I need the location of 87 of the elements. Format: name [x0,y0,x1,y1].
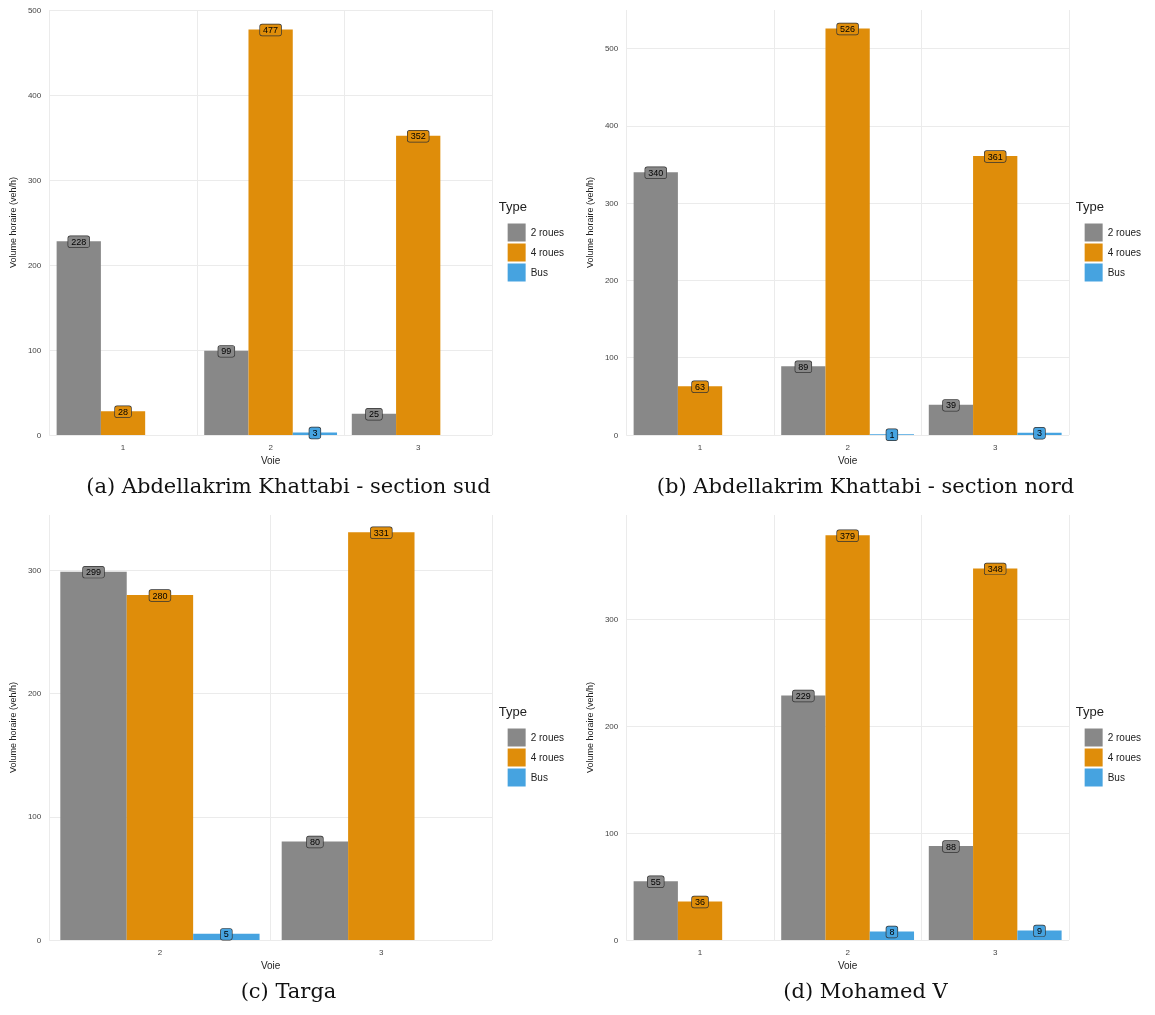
data-label: 280 [152,590,168,601]
data-label: 39 [945,400,956,411]
data-label: 28 [118,406,129,417]
data-label: 229 [795,690,811,701]
y-tick-label: 200 [604,275,619,285]
data-label: 352 [410,131,426,142]
y-tick-label: 300 [604,198,619,208]
data-label: 3 [1036,428,1042,439]
legend-label: 4 roues [530,752,564,763]
legend-label: 4 roues [1107,247,1141,258]
data-label: 379 [840,530,856,541]
legend-label: 4 roues [530,247,564,258]
legend-label: 4 roues [1107,752,1141,763]
legend-label: Bus [530,772,548,783]
legend-title: Type [498,199,527,214]
text: (c) Targa [240,978,337,1003]
legend-label: Bus [1107,267,1125,278]
data-label: 3 [312,427,318,438]
legend-label: Bus [530,267,548,278]
x-tick-label: 3 [379,947,385,957]
legend-label: 2 roues [530,227,564,238]
y-tick-label: 200 [27,689,42,699]
y-tick-label: 100 [27,812,42,822]
x-tick-label: 2 [845,947,851,957]
y-axis-title: Volume horaire (veh/h) [7,176,18,269]
data-label: 63 [695,381,706,392]
y-tick-label: 100 [604,828,619,838]
y-tick-label: 500 [27,5,42,15]
data-label: 36 [695,897,706,908]
data-label: 331 [373,527,389,538]
data-label: 55 [650,876,661,887]
y-tick-label: 200 [604,721,619,731]
y-tick-label: 0 [613,935,619,945]
y-tick-label: 300 [27,175,42,185]
legend-label: 2 roues [1107,732,1141,743]
legend-title: Type [1075,199,1104,214]
data-label: 9 [1036,925,1042,936]
data-label: 1 [889,429,895,440]
data-label: 25 [368,409,379,420]
text: (d) Mohamed V [783,978,949,1003]
data-label: 89 [798,361,809,372]
y-tick-label: 100 [27,345,42,355]
y-tick-label: 100 [604,353,619,363]
x-axis-title: Voie [837,960,858,972]
y-tick-label: 300 [604,615,619,625]
y-tick-label: 0 [36,430,42,440]
data-label: 526 [840,24,856,35]
legend-title: Type [498,704,527,719]
y-tick-label: 200 [27,260,42,270]
legend-label: 2 roues [1107,227,1141,238]
legend-label: 2 roues [530,732,564,743]
y-tick-label: 300 [27,565,42,575]
data-label: 5 [223,929,229,940]
x-tick-label: 3 [992,947,998,957]
x-tick-label: 2 [268,442,274,452]
y-tick-label: 0 [613,430,619,440]
data-label: 348 [987,563,1003,574]
x-tick-label: 1 [697,947,703,957]
y-axis-title: Volume horaire (veh/h) [584,176,595,269]
y-tick-label: 0 [36,935,42,945]
x-tick-label: 3 [992,442,998,452]
data-label: 8 [889,926,895,937]
x-tick-label: 3 [415,442,421,452]
data-label: 340 [648,167,664,178]
x-axis-title: Voie [837,455,858,467]
y-tick-label: 400 [27,90,42,100]
data-label: 477 [263,25,279,36]
data-label: 80 [309,836,320,847]
data-label: 228 [71,236,87,247]
text: (b) Abdellakrim Khattabi - section nord [656,473,1075,498]
x-tick-label: 1 [120,442,126,452]
legend-title: Type [1075,704,1104,719]
y-axis-title: Volume horaire (veh/h) [584,681,595,774]
y-axis-title: Volume horaire (veh/h) [7,681,18,774]
data-label: 299 [86,567,102,578]
x-axis-title: Voie [260,960,281,972]
y-tick-label: 400 [604,121,619,131]
y-tick-label: 500 [604,44,619,54]
data-label: 361 [987,151,1003,162]
x-tick-label: 2 [157,947,163,957]
x-tick-label: 1 [697,442,703,452]
x-tick-label: 2 [845,442,851,452]
data-label: 99 [221,346,232,357]
text: (a) Abdellakrim Khattabi - section sud [86,473,491,498]
x-axis-title: Voie [260,455,281,467]
legend-label: Bus [1107,772,1125,783]
data-label: 88 [945,841,956,852]
